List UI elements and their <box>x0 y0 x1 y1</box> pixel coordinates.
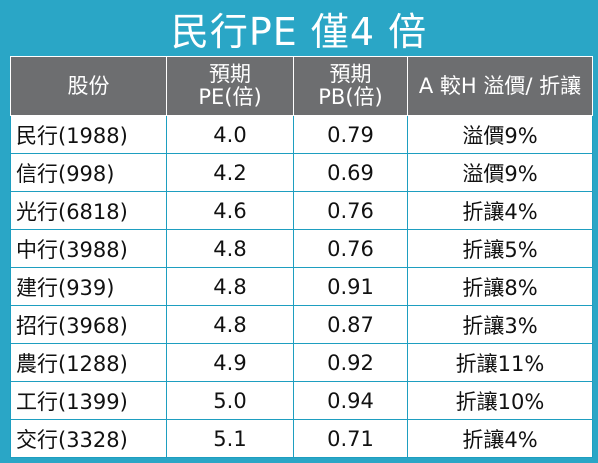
cell-premium: 折讓3% <box>407 305 593 344</box>
cell-premium: 折讓8% <box>407 267 593 306</box>
cell-premium: 折讓5% <box>407 229 593 268</box>
header-premium: A 較H 溢價/ 折讓 <box>407 56 593 116</box>
cell-pb: 0.69 <box>293 153 408 192</box>
header-pe-line1: 預期 <box>209 62 251 86</box>
cell-pb: 0.92 <box>293 343 408 382</box>
table-row: 光行(6818) 4.6 0.76 折讓4% <box>10 191 593 230</box>
cell-pe: 4.9 <box>166 343 294 382</box>
cell-pb: 0.91 <box>293 267 408 306</box>
cell-pe: 5.0 <box>166 381 294 420</box>
cell-pe: 4.8 <box>166 267 294 306</box>
table-row: 民行(1988) 4.0 0.79 溢價9% <box>10 115 593 154</box>
cell-pb: 0.76 <box>293 229 408 268</box>
chart-title: 民行PE 僅4 倍 <box>170 9 428 54</box>
cell-stock: 信行(998) <box>10 153 167 192</box>
cell-pe: 4.8 <box>166 305 294 344</box>
table-row: 工行(1399) 5.0 0.94 折讓10% <box>10 381 593 420</box>
cell-premium: 折讓11% <box>407 343 593 382</box>
cell-pb: 0.71 <box>293 419 408 458</box>
header-stock: 股份 <box>10 56 167 116</box>
table-header-row: 股份 預期 PE(倍) 預期 PB(倍) A 較H 溢價/ 折讓 <box>10 56 593 116</box>
cell-stock: 民行(1988) <box>10 115 167 154</box>
header-stock-label: 股份 <box>67 73 110 98</box>
cell-pb: 0.94 <box>293 381 408 420</box>
cell-pb: 0.76 <box>293 191 408 230</box>
cell-premium: 折讓4% <box>407 419 593 458</box>
header-pb-line1: 預期 <box>329 62 372 86</box>
cell-pe: 4.8 <box>166 229 294 268</box>
cell-stock: 招行(3968) <box>10 305 167 344</box>
table-row: 農行(1288) 4.9 0.92 折讓11% <box>10 343 593 382</box>
cell-stock: 光行(6818) <box>10 191 167 230</box>
table-row: 招行(3968) 4.8 0.87 折讓3% <box>10 305 593 344</box>
header-pb-line2: PB(倍) <box>318 85 383 109</box>
cell-pb: 0.87 <box>293 305 408 344</box>
cell-stock: 交行(3328) <box>10 419 167 458</box>
cell-stock: 農行(1288) <box>10 343 167 382</box>
table-row: 交行(3328) 5.1 0.71 折讓4% <box>10 419 593 458</box>
header-premium-label: A 較H 溢價/ 折讓 <box>418 73 582 98</box>
cell-pb: 0.79 <box>293 115 408 154</box>
header-pe: 預期 PE(倍) <box>166 56 294 116</box>
cell-pe: 5.1 <box>166 419 294 458</box>
cell-stock: 中行(3988) <box>10 229 167 268</box>
cell-stock: 建行(939) <box>10 267 167 306</box>
cell-premium: 折讓10% <box>407 381 593 420</box>
cell-premium: 溢價9% <box>407 115 593 154</box>
table-row: 信行(998) 4.2 0.69 溢價9% <box>10 153 593 192</box>
cell-stock: 工行(1399) <box>10 381 167 420</box>
cell-pe: 4.6 <box>166 191 294 230</box>
header-pb: 預期 PB(倍) <box>293 56 408 116</box>
cell-premium: 折讓4% <box>407 191 593 230</box>
table-row: 中行(3988) 4.8 0.76 折讓5% <box>10 229 593 268</box>
header-pe-line2: PE(倍) <box>198 85 262 109</box>
table-row: 建行(939) 4.8 0.91 折讓8% <box>10 267 593 306</box>
table-body: 民行(1988) 4.0 0.79 溢價9% 信行(998) 4.2 0.69 溢價9% 光行(… <box>10 115 593 458</box>
cell-pe: 4.0 <box>166 115 294 154</box>
cell-premium: 溢價9% <box>407 153 593 192</box>
cell-pe: 4.2 <box>166 153 294 192</box>
pe-pb-table: 股份 預期 PE(倍) 預期 PB(倍) A 較H 溢價/ 折讓 民行(1988… <box>10 56 593 458</box>
